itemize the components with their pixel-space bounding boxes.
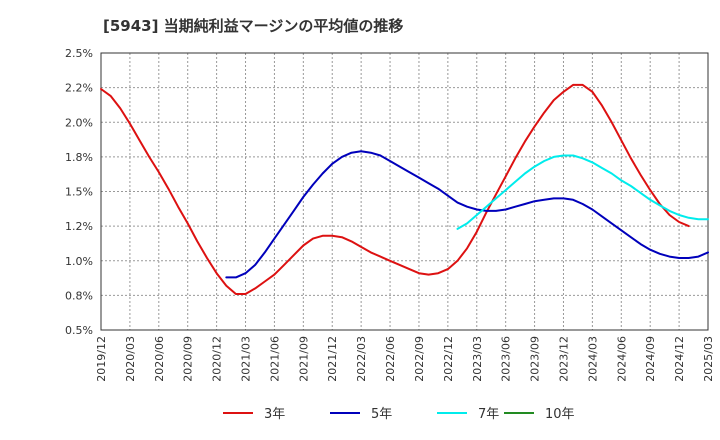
- x-tick-label: 2021/06: [268, 336, 281, 382]
- x-tick-label: 2022/09: [413, 336, 426, 382]
- y-tick-label: 2.5%: [65, 47, 93, 60]
- y-tick-label: 2.2%: [65, 82, 93, 95]
- x-tick-label: 2020/06: [153, 336, 166, 382]
- x-tick-label: 2024/03: [586, 336, 599, 382]
- x-tick-label: 2022/06: [384, 336, 397, 382]
- y-tick-label: 0.8%: [65, 289, 93, 302]
- series-lines: [100, 83, 709, 295]
- x-tick-label: 2020/03: [124, 336, 137, 382]
- y-tick-label: 1.0%: [65, 255, 93, 268]
- legend-label: 3年: [264, 407, 285, 422]
- x-tick-label: 2020/12: [211, 336, 224, 382]
- y-tick-label: 0.5%: [65, 324, 93, 337]
- x-tick-label: 2023/03: [471, 336, 484, 382]
- x-tick-label: 2021/09: [297, 336, 310, 382]
- series-line-7年: [456, 154, 709, 230]
- x-tick-label: 2021/12: [326, 336, 339, 382]
- legend-label: 10年: [545, 407, 575, 422]
- chart-title: [5943] 当期純利益マージンの平均値の推移: [103, 17, 403, 35]
- x-tick-label: 2021/03: [240, 336, 253, 382]
- x-tick-label: 2023/09: [529, 336, 542, 382]
- series-line-3年: [100, 83, 690, 295]
- y-tick-label: 1.8%: [65, 151, 93, 164]
- y-tick-label: 2.0%: [65, 116, 93, 129]
- x-tick-label: 2022/03: [355, 336, 368, 382]
- x-axis-ticks: 2019/12 2020/03 2020/06 2020/09 2020/12 2021/…: [95, 336, 715, 382]
- plot-area: [100, 52, 709, 331]
- x-tick-label: 2024/09: [644, 336, 657, 382]
- x-tick-label: 2019/12: [95, 336, 108, 382]
- legend-label: 7年: [478, 407, 499, 422]
- x-tick-label: 2023/12: [557, 336, 570, 382]
- y-axis-ticks: 0.5% 0.8% 1.0% 1.2% 1.5% 1.8% 2.0% 2.2% 2.5%: [65, 47, 93, 337]
- x-tick-label: 2023/06: [500, 336, 513, 382]
- x-tick-label: 2020/09: [182, 336, 195, 382]
- legend-label: 5年: [371, 407, 392, 422]
- series-line-5年: [225, 150, 709, 279]
- legend: 3年 5年 7年 10年: [223, 407, 575, 422]
- grid: [101, 53, 708, 330]
- y-tick-label: 1.2%: [65, 220, 93, 233]
- y-tick-label: 1.5%: [65, 186, 93, 199]
- x-tick-label: 2022/12: [442, 336, 455, 382]
- x-tick-label: 2025/03: [702, 336, 715, 382]
- x-tick-label: 2024/12: [673, 336, 686, 382]
- x-tick-label: 2024/06: [615, 336, 628, 382]
